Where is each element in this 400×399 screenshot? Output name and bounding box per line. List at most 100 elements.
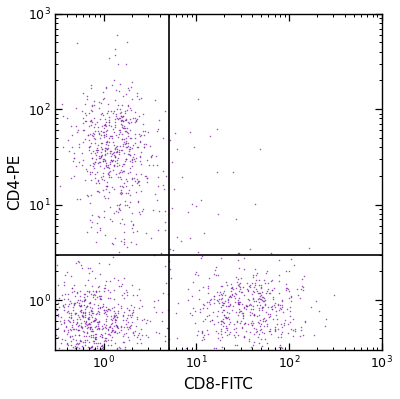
Point [89,282,95,289]
Point [89,132,96,138]
Point [91,346,97,352]
Point [81,298,87,304]
Point [103,162,109,168]
Point [212,328,219,334]
Point [125,132,131,139]
Point [177,238,184,244]
Point [88,319,94,325]
Point [234,279,240,285]
Point [90,316,97,323]
Point [246,302,252,308]
Point [54,325,61,331]
Point [122,344,128,350]
Point [238,310,245,317]
Point [254,270,260,277]
Point [112,329,118,335]
Point [118,113,124,119]
Point [224,309,230,316]
Point [125,103,132,109]
Point [98,174,104,180]
Point [116,131,123,137]
Point [108,329,114,335]
Point [119,161,126,168]
Point [110,185,117,192]
Point [64,340,70,347]
Point [143,141,149,147]
Point [118,304,124,311]
Point [87,328,94,334]
Point [214,313,220,320]
Point [92,334,99,340]
Point [89,107,96,114]
Point [280,322,287,329]
Point [144,175,150,181]
Point [62,291,68,298]
Point [114,322,120,329]
Point [218,328,224,334]
Point [58,101,65,107]
Point [108,317,115,323]
Point [267,328,273,334]
Point [108,156,115,163]
Point [96,325,102,331]
Point [88,344,94,351]
Point [204,299,210,305]
Point [240,310,246,316]
Point [126,120,132,126]
Point [250,288,256,294]
Point [129,176,135,182]
Point [231,293,237,300]
Point [189,201,196,207]
Point [134,90,140,96]
Point [72,310,78,317]
Point [102,122,108,128]
Point [112,328,118,334]
Point [71,150,77,156]
Point [100,157,106,164]
Point [118,186,124,193]
Point [105,326,111,332]
Point [100,310,107,316]
Point [114,148,120,154]
Point [200,331,207,338]
Point [204,305,210,312]
Point [86,320,92,326]
Point [205,282,211,289]
Point [226,294,233,300]
Point [96,130,102,136]
Point [118,124,125,130]
Point [80,312,86,319]
Point [107,204,113,211]
Point [110,253,117,260]
Point [236,283,243,290]
Point [73,260,79,266]
Point [242,302,249,309]
Point [140,120,146,127]
Point [133,322,140,329]
Point [120,308,127,315]
Point [162,108,168,114]
Point [127,158,134,164]
Point [159,318,166,324]
Point [91,338,98,344]
Point [219,292,226,298]
Point [129,175,135,182]
Point [117,169,124,175]
Point [244,287,251,294]
Point [112,322,119,328]
Point [227,293,233,300]
Point [116,344,122,351]
Point [134,292,140,298]
Point [250,339,257,345]
Point [248,321,255,328]
Point [241,320,248,327]
Point [119,114,126,120]
Point [140,206,146,213]
Point [114,143,120,149]
Point [113,312,119,318]
Point [167,246,173,252]
Point [85,314,91,321]
Point [124,292,130,298]
Point [120,333,126,340]
Point [193,269,200,276]
